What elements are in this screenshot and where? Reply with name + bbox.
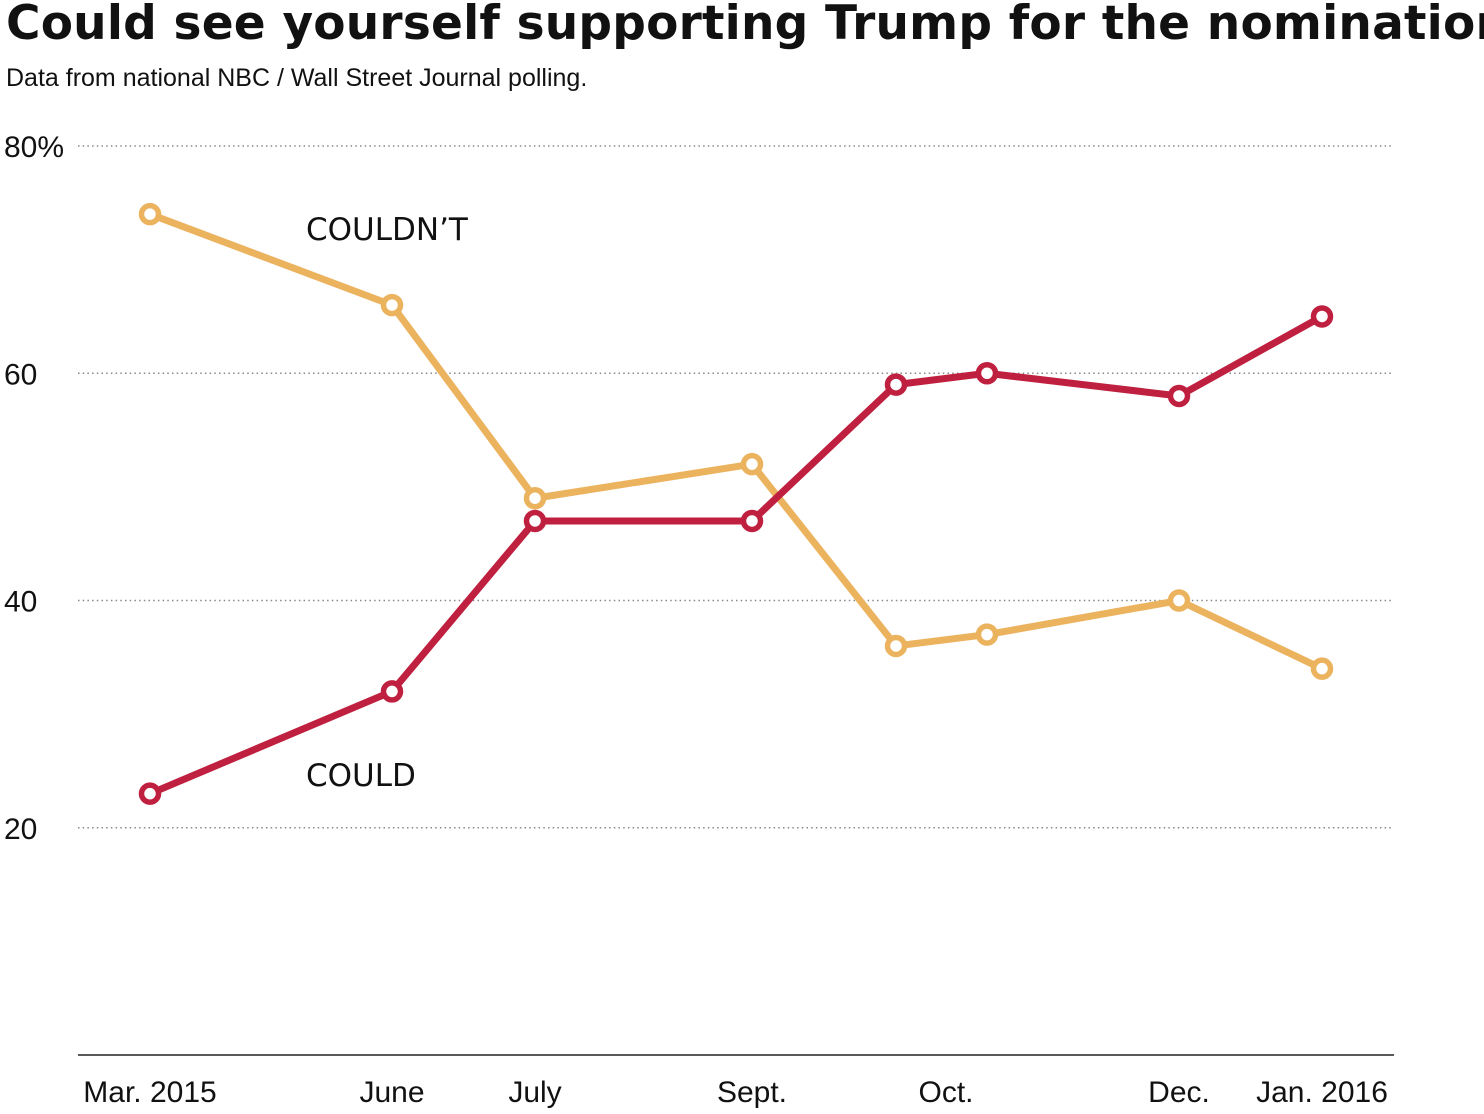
data-point (884, 634, 908, 658)
series-label: COULDN’T (306, 212, 469, 248)
y-tick-label: 60 (4, 358, 37, 391)
series-label: COULD (306, 758, 416, 794)
chart-subtitle: Data from national NBC / Wall Street Jou… (6, 64, 588, 92)
series-lines (138, 202, 1334, 805)
data-point (523, 486, 547, 510)
y-tick-label: 20 (4, 813, 37, 846)
gridlines (78, 145, 1394, 829)
data-point (138, 202, 162, 226)
series-labels: COULDN’T COULD (306, 212, 469, 794)
y-axis-tick-labels: 80% 60 40 20 (4, 131, 64, 846)
data-point (1310, 305, 1334, 328)
x-tick-label: Oct. (918, 1076, 973, 1109)
data-point (1310, 657, 1334, 680)
series-could (138, 305, 1334, 805)
series-line (146, 312, 1326, 798)
x-tick-label: July (508, 1076, 561, 1109)
data-point (975, 362, 999, 385)
data-point (884, 373, 908, 396)
data-point (1167, 589, 1191, 612)
data-point (1167, 384, 1191, 408)
x-tick-label: Sept. (717, 1076, 787, 1109)
data-point (138, 782, 162, 805)
data-point (740, 452, 764, 476)
x-tick-label: Dec. (1148, 1076, 1210, 1109)
data-point (523, 509, 547, 533)
chart-title: Could see yourself supporting Trump for … (6, 0, 1484, 51)
y-tick-label: 40 (4, 586, 37, 619)
data-point (380, 293, 404, 317)
y-tick-label: 80% (4, 131, 64, 164)
data-point (740, 509, 764, 533)
data-point (975, 623, 999, 646)
x-tick-label: Jan. 2016 (1256, 1076, 1388, 1109)
data-point (380, 680, 404, 703)
x-tick-label: Mar. 2015 (83, 1076, 216, 1109)
x-axis-tick-labels: Mar. 2015 June July Sept. Oct. Dec. Jan. 2016 (83, 1076, 1388, 1109)
series-line (146, 210, 1326, 673)
x-tick-label: June (359, 1076, 424, 1109)
series-couldnt (138, 202, 1334, 680)
